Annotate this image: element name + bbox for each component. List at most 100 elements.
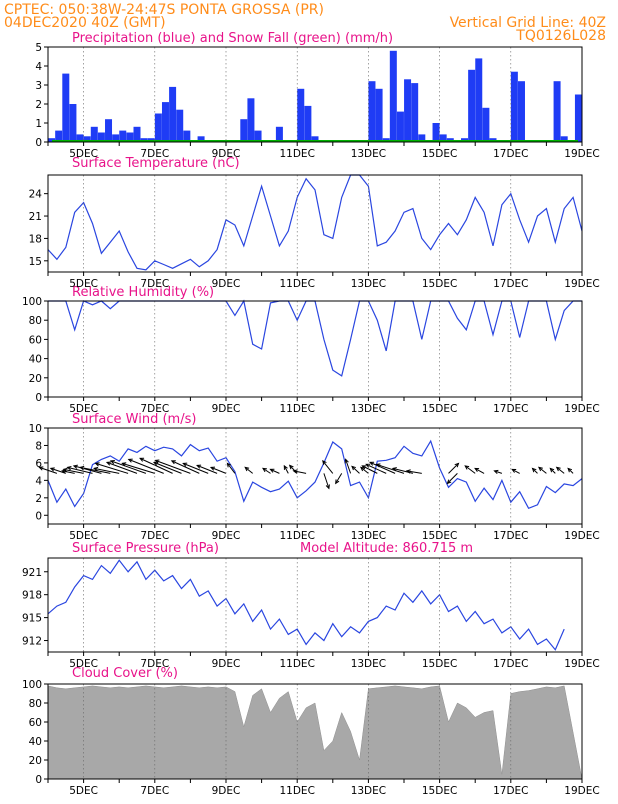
x-tick-label: 15DEC — [422, 530, 457, 542]
x-tick-label: 11DEC — [279, 658, 314, 670]
panel-3: 0 2 4 6 8 10 5DEC 7DEC 9DEC 11DEC 13DEC 15DEC 17DEC 1… — [29, 423, 600, 542]
x-tick-label: 7DEC — [140, 530, 169, 542]
x-tick-label: 19DEC — [564, 278, 599, 290]
wind-arrow-head — [154, 459, 160, 464]
y-tick-label: 0 — [35, 137, 42, 149]
wind-arrow-head — [62, 467, 68, 473]
panel-frame — [47, 683, 583, 780]
precip-bar — [169, 86, 177, 142]
x-tick-label: 19DEC — [564, 658, 599, 670]
precip-bar — [69, 104, 77, 142]
wind-arrow — [322, 460, 334, 474]
header-vertical-grid: Vertical Grid Line: 40Z — [450, 15, 606, 31]
wind-arrow — [155, 459, 191, 474]
precip-bar — [48, 138, 56, 142]
x-tick-label: 17DEC — [493, 658, 528, 670]
precip-bar — [97, 132, 105, 142]
precip-bar — [297, 88, 305, 142]
precip-bar — [197, 136, 205, 142]
wind-arrow-head — [269, 468, 275, 473]
wind-arrow-head — [454, 462, 460, 468]
precip-bar — [574, 94, 582, 142]
x-tick-label: 9DEC — [212, 530, 241, 542]
wind-arrow-head — [474, 467, 480, 472]
x-tick-label: 11DEC — [279, 148, 314, 160]
wind-arrow — [262, 467, 271, 474]
wind-arrow — [80, 466, 111, 474]
precip-bar — [375, 88, 383, 142]
wind-arrow-head — [405, 469, 411, 474]
wind-arrow-head — [369, 461, 375, 466]
wind-arrow-head — [262, 467, 268, 473]
precip-bar — [133, 126, 141, 142]
y-tick-label: 4 — [35, 475, 42, 487]
wind-arrow-head — [196, 464, 202, 469]
y-tick-label: 80 — [29, 698, 42, 710]
cloud-cover-title: Cloud Cover (%) — [72, 666, 178, 681]
y-tick-label: 3 — [35, 80, 42, 92]
precip-bar — [432, 123, 440, 142]
precip-bar — [254, 130, 262, 142]
precip-bar — [304, 105, 312, 142]
wind-arrow-head — [105, 461, 112, 466]
wind-arrow-head — [325, 484, 330, 490]
wind-arrow — [464, 465, 476, 474]
precip-bar — [517, 81, 525, 142]
wind-arrow — [153, 461, 182, 474]
precip-bar — [553, 81, 561, 142]
x-tick-label: 11DEC — [279, 278, 314, 290]
wind-arrow — [360, 466, 369, 474]
precip-bar — [240, 119, 248, 142]
x-tick-label: 5DEC — [69, 530, 98, 542]
wind-arrow-head — [66, 466, 72, 471]
wind-arrow — [532, 468, 538, 474]
wind-arrow-head — [38, 466, 44, 471]
y-tick-label: 912 — [22, 636, 42, 648]
x-tick-label: 5DEC — [69, 148, 98, 160]
series-line — [47, 559, 565, 651]
panel-5: 0 20 40 60 80 100 5DEC 7DEC 9DEC 11DEC 13DEC 15DEC 1… — [22, 679, 600, 797]
wind-arrow — [369, 461, 396, 474]
precip-bar — [275, 126, 283, 142]
wind-arrow-head — [226, 462, 232, 468]
wind-arrow — [73, 465, 102, 474]
wind-arrow — [362, 465, 378, 474]
y-tick-label: 915 — [22, 613, 42, 625]
precip-bar — [510, 71, 518, 142]
x-tick-label: 5DEC — [69, 278, 98, 290]
x-tick-label: 15DEC — [422, 148, 457, 160]
wind-arrow-head — [493, 469, 499, 475]
wind-arrow — [139, 457, 173, 474]
wind-title: Surface Wind (m/s) — [72, 412, 196, 427]
wind-arrow — [226, 463, 236, 474]
x-tick-label: 11DEC — [279, 530, 314, 542]
x-tick-label: 17DEC — [493, 148, 528, 160]
y-tick-label: 2 — [35, 99, 42, 111]
wind-arrow — [365, 463, 387, 474]
y-tick-label: 0 — [35, 510, 42, 522]
wind-arrow-head — [555, 466, 561, 472]
precip-bar — [90, 126, 98, 142]
wind-arrow — [183, 462, 209, 474]
wind-arrow-head — [244, 466, 250, 472]
x-tick-label: 7DEC — [140, 148, 169, 160]
x-tick-label: 7DEC — [140, 278, 169, 290]
wind-arrow — [122, 462, 155, 474]
wind-arrow — [406, 470, 422, 474]
wind-arrow — [196, 464, 218, 474]
precip-bar — [411, 83, 419, 142]
y-tick-label: 18 — [29, 233, 42, 245]
precip-bar — [389, 50, 397, 142]
x-tick-label: 9DEC — [212, 403, 241, 415]
precip-bar — [468, 69, 476, 142]
y-tick-label: 0 — [35, 392, 42, 404]
pressure-title: Surface Pressure (hPa) — [72, 541, 219, 556]
x-tick-label: 13DEC — [351, 403, 386, 415]
panel-frame — [47, 46, 583, 143]
x-tick-label: 17DEC — [493, 403, 528, 415]
y-tick-label: 918 — [22, 590, 42, 602]
precip-bar — [76, 134, 84, 142]
y-tick-label: 80 — [29, 315, 42, 327]
x-tick-label: 17DEC — [493, 530, 528, 542]
x-tick-label: 9DEC — [212, 278, 241, 290]
